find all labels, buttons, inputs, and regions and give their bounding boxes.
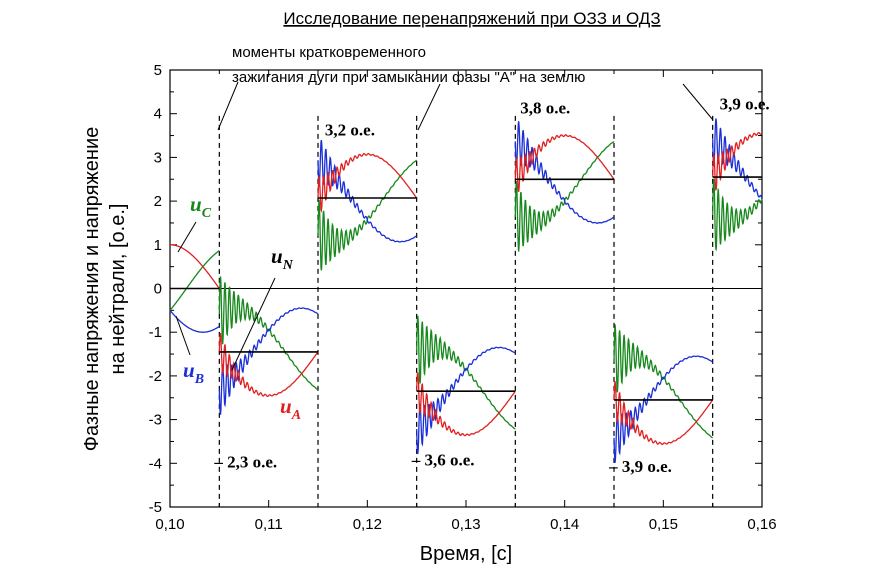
series-line-uN xyxy=(170,176,762,401)
x-tick-label: 0,12 xyxy=(353,516,382,533)
series-label-uC: uC xyxy=(190,192,212,221)
overvoltage-annotation: – 3,6 о.е. xyxy=(411,450,475,469)
y-tick-label: 4 xyxy=(154,106,162,123)
uB-pointer xyxy=(175,315,191,356)
uC-pointer xyxy=(177,221,197,253)
y-tick-label: -5 xyxy=(149,499,162,516)
note-line: моменты кратковременного xyxy=(232,44,426,61)
series-label-uN: uN xyxy=(271,244,294,273)
note-arrow xyxy=(417,83,441,131)
x-tick-label: 0,15 xyxy=(649,516,678,533)
overvoltage-annotation: – 2,3 о.е. xyxy=(213,453,277,472)
series-line-uB xyxy=(169,118,763,463)
y-tick-label: 3 xyxy=(154,149,162,166)
uN-pointer xyxy=(231,277,276,371)
y-tick-label: -4 xyxy=(149,455,162,472)
y-tick-label: -2 xyxy=(149,368,162,385)
x-tick-label: 0,13 xyxy=(451,516,480,533)
overvoltage-annotation: 3,8 о.е. xyxy=(520,99,570,118)
y-tick-label: 1 xyxy=(154,237,162,254)
chart-title: Исследование перенапряжений при ОЗЗ и ОД… xyxy=(283,9,660,28)
axis-ticks: 0,10 0,11 0,12 0,13 0,14 0,15 0,16 5 4 3 2 1 0 -1 -2 -3… xyxy=(149,62,777,533)
series-label-uA: uA xyxy=(280,394,301,423)
overvoltage-annotation: – 3,9 о.е. xyxy=(608,457,672,476)
note-arrow xyxy=(682,83,714,121)
y-tick-label: -1 xyxy=(149,324,162,341)
x-tick-label: 0,11 xyxy=(255,516,283,533)
y-axis-title-line-2: на нейтрали, [о.е.] xyxy=(107,204,129,375)
overvoltage-annotation: 3,2 о.е. xyxy=(325,121,375,140)
y-tick-label: 2 xyxy=(154,193,162,210)
note-line: зажигания дуги при замыкании фазы "А" на… xyxy=(232,69,585,86)
chart-marks: uA uB uC uN xyxy=(169,118,763,463)
y-tick-label: -3 xyxy=(149,412,162,429)
x-tick-label: 0,10 xyxy=(155,516,184,533)
note-arrow xyxy=(217,81,239,131)
annotations: моменты кратковременного зажигания дуги п… xyxy=(175,44,770,476)
overvoltage-annotation: 3,9 о.е. xyxy=(720,94,770,113)
y-tick-label: 5 xyxy=(154,62,162,79)
x-tick-label: 0,16 xyxy=(747,516,776,533)
x-tick-label: 0,14 xyxy=(550,516,579,533)
y-tick-label: 0 xyxy=(154,281,162,298)
series-line-uC xyxy=(169,140,763,439)
x-axis-title: Время, [c] xyxy=(420,543,512,565)
series-line-uA xyxy=(170,131,763,446)
y-axis-title-line-1: Фазные напряжения и напряжение xyxy=(81,127,103,452)
series-label-uB: uB xyxy=(183,358,204,387)
